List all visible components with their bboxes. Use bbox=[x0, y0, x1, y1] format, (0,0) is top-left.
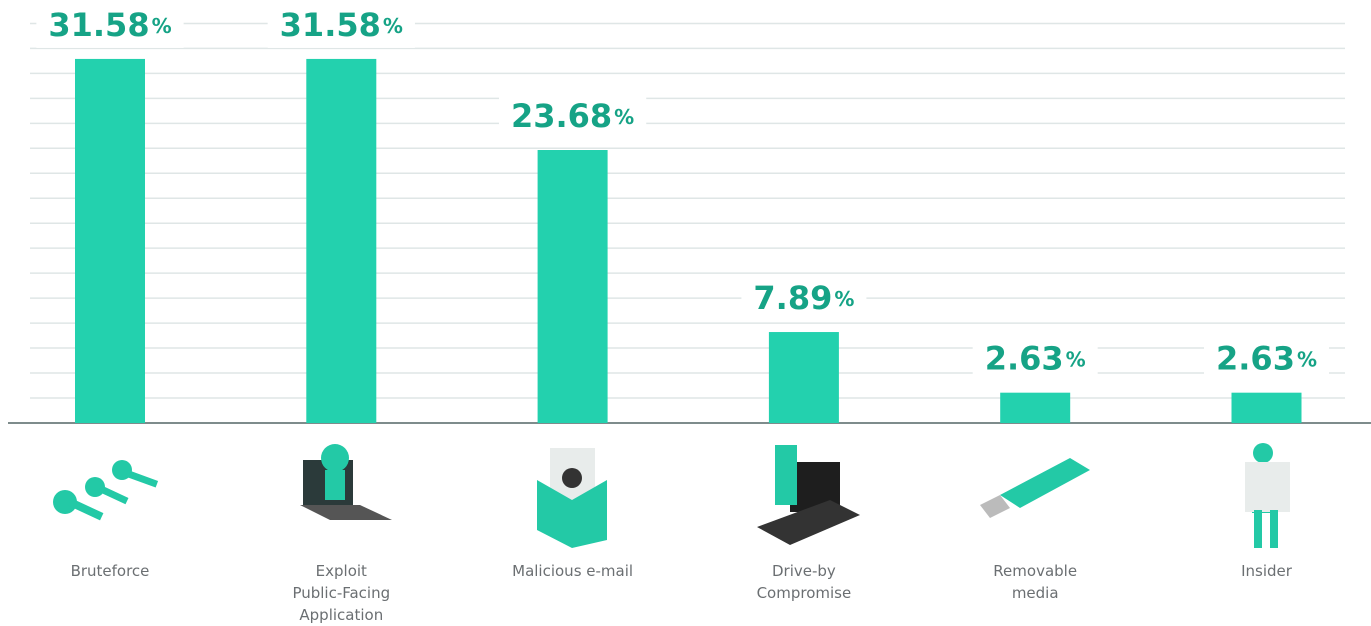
value-label-bg bbox=[1204, 335, 1329, 382]
icon-mail bbox=[537, 448, 607, 548]
category-label: Removable media bbox=[993, 562, 1078, 602]
icon-usb bbox=[980, 458, 1090, 518]
value-label: 7.89% bbox=[753, 279, 854, 317]
bar bbox=[1000, 392, 1071, 423]
value-label-bg bbox=[741, 275, 867, 322]
value-label: 31.58% bbox=[280, 6, 403, 44]
value-label-bg bbox=[972, 335, 1098, 382]
value-label: 23.68% bbox=[511, 97, 634, 135]
icon-laptop bbox=[300, 444, 392, 520]
bar bbox=[768, 332, 839, 423]
icons bbox=[53, 443, 1290, 548]
category-label: Exploit Public-Facing Application bbox=[292, 562, 391, 624]
value-label-bg bbox=[498, 93, 647, 140]
icon-keys bbox=[53, 460, 159, 521]
bar bbox=[1231, 392, 1302, 423]
value-label-bg bbox=[36, 1, 184, 48]
icon-insider bbox=[1245, 443, 1290, 548]
value-label: 2.63% bbox=[985, 340, 1086, 378]
value-label: 2.63% bbox=[1216, 340, 1317, 378]
category-label: Drive-by Compromise bbox=[756, 562, 852, 602]
category-label: Bruteforce bbox=[70, 562, 150, 580]
bar bbox=[75, 58, 145, 424]
icon-tablet bbox=[757, 445, 860, 545]
bar bbox=[537, 150, 608, 424]
bar bbox=[306, 58, 377, 424]
category-label: Insider bbox=[1241, 562, 1292, 580]
category-label: Malicious e-mail bbox=[512, 562, 634, 580]
value-label: 31.58% bbox=[48, 6, 171, 44]
value-label-bg bbox=[267, 1, 415, 48]
